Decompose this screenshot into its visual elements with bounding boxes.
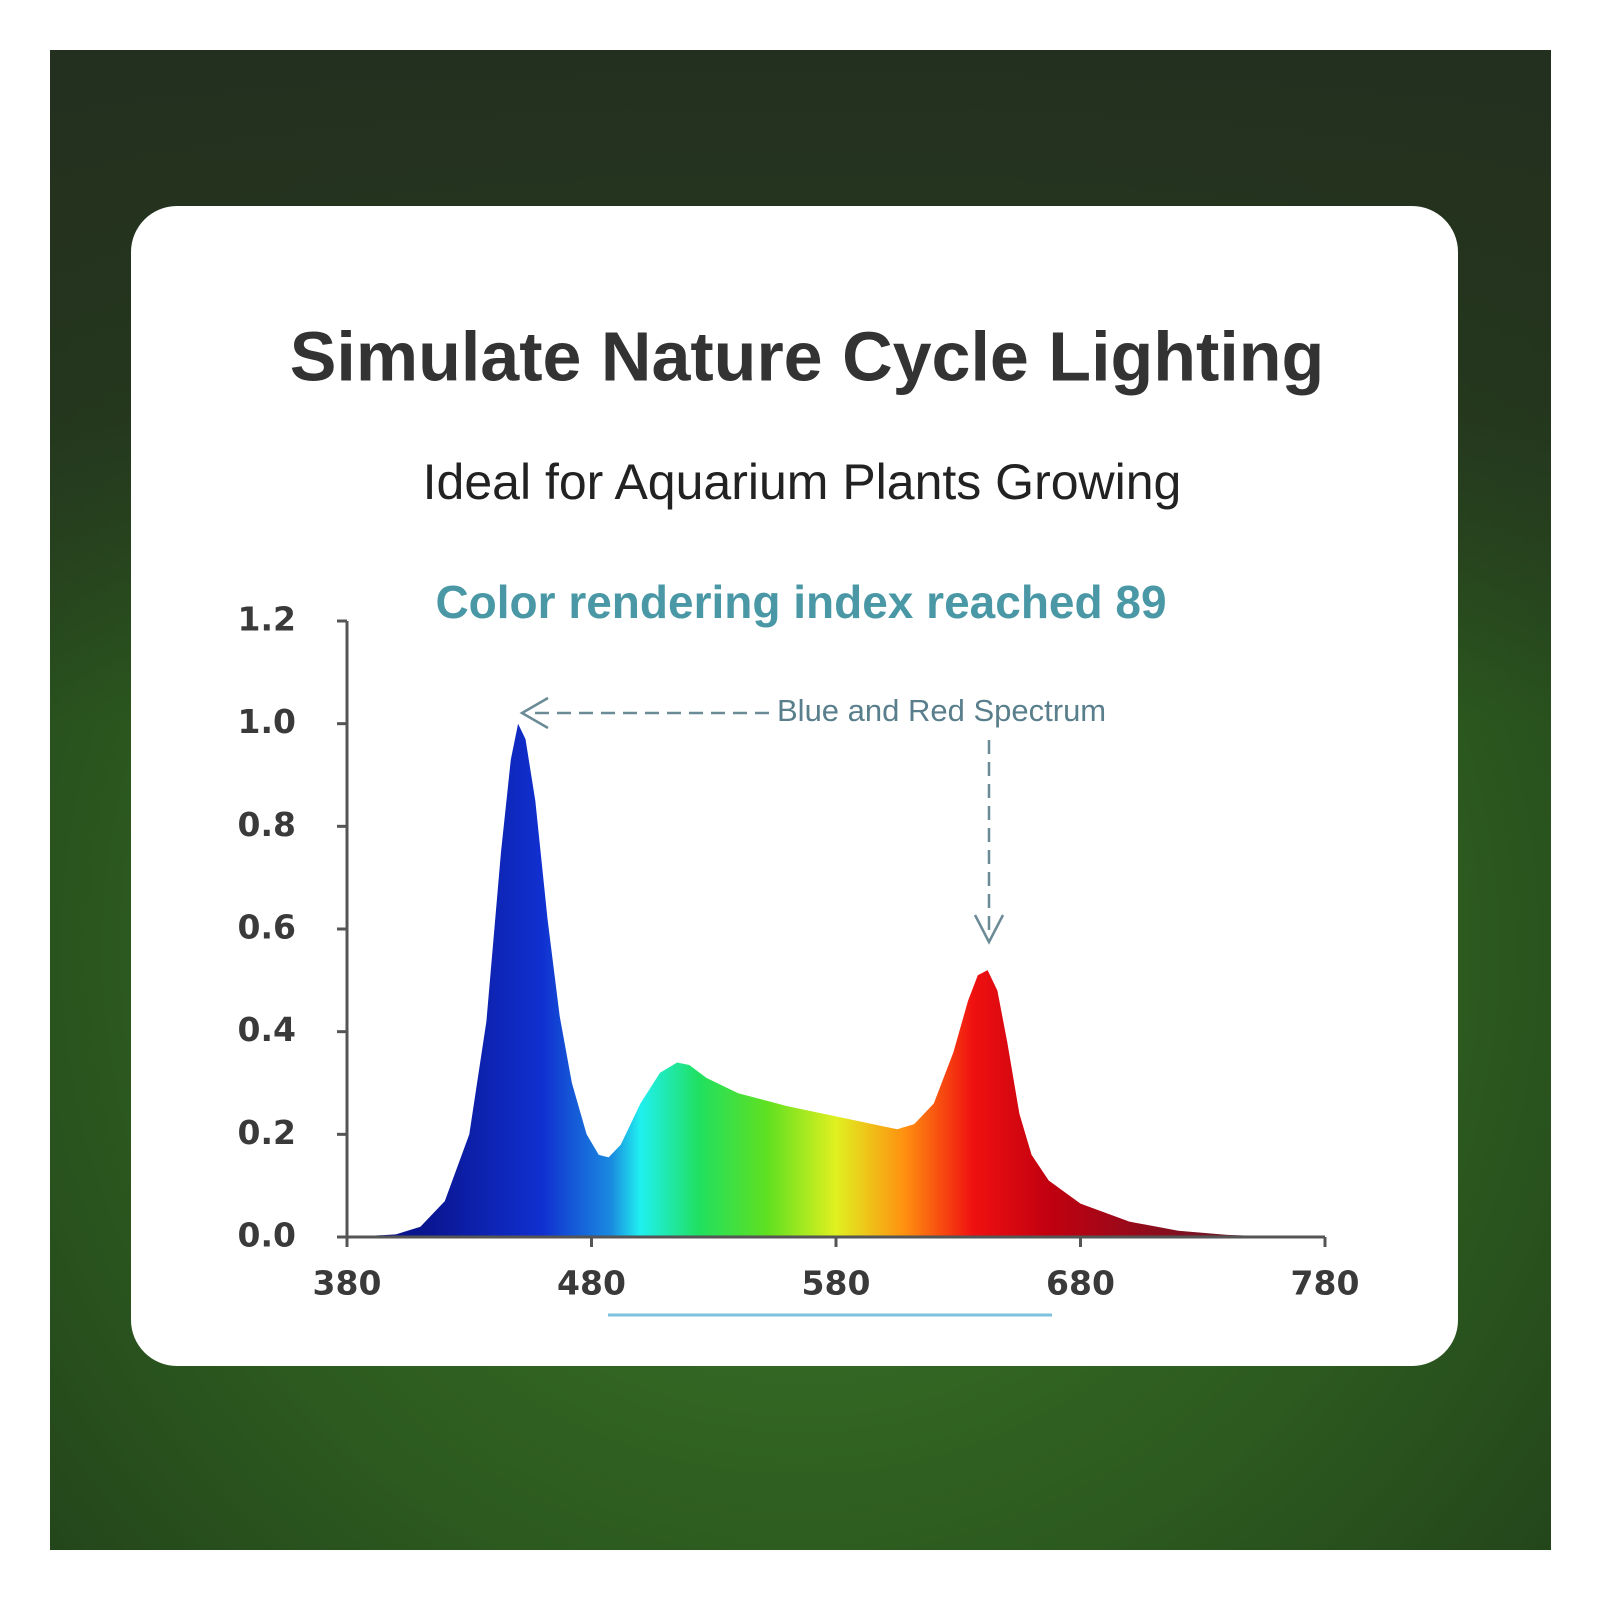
y-tick-label: 0.6 <box>238 908 296 947</box>
annotation-arrow <box>519 696 549 730</box>
y-tick-label: 0.0 <box>238 1216 296 1255</box>
subheadline: Ideal for Aquarium Plants Growing <box>423 454 1182 510</box>
annotation <box>519 696 1005 945</box>
spectrum-area <box>347 723 1325 1237</box>
y-tick-label: 0.4 <box>238 1010 296 1049</box>
annotation-arrow <box>973 914 1005 945</box>
annotation-text: Blue and Red Spectrum <box>777 693 1106 728</box>
y-tick-label: 1.0 <box>238 702 296 741</box>
y-tick-label: 1.2 <box>238 600 296 639</box>
x-tick-label: 780 <box>1291 1264 1360 1303</box>
y-tick-label: 0.8 <box>238 805 296 844</box>
x-tick-label: 580 <box>802 1264 871 1303</box>
headline: Simulate Nature Cycle Lighting <box>290 317 1325 395</box>
card <box>131 206 1458 1366</box>
y-tick-label: 0.2 <box>238 1113 296 1152</box>
x-tick-label: 680 <box>1046 1264 1115 1303</box>
plot: 0.0 0.2 0.4 0.6 0.8 1.0 1.2 380 480 580 680 780 <box>238 600 1360 1303</box>
chart-title: Color rendering index reached 89 <box>435 576 1166 628</box>
x-tick-label: 480 <box>557 1264 626 1303</box>
x-tick-label: 380 <box>313 1264 382 1303</box>
